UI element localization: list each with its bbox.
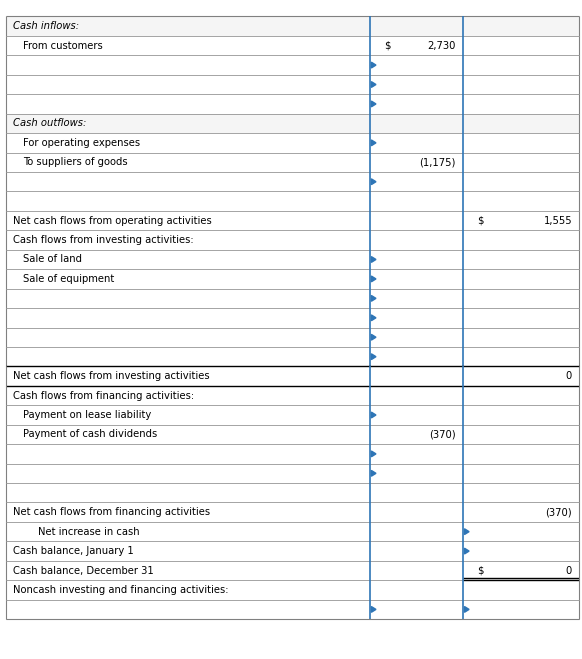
Polygon shape [371,276,376,282]
Polygon shape [371,354,376,360]
Text: Noncash investing and financing activities:: Noncash investing and financing activiti… [13,585,228,595]
Text: Sale of land: Sale of land [23,254,82,264]
Bar [6,36,579,55]
Text: Net cash flows from operating activities: Net cash flows from operating activities [13,215,211,225]
Text: From customers: From customers [23,41,103,51]
Bar [6,561,579,580]
Text: $: $ [477,565,484,575]
Polygon shape [371,179,376,185]
Bar [6,502,579,522]
Text: (1,175): (1,175) [419,158,456,167]
Polygon shape [371,140,376,146]
Polygon shape [464,529,469,534]
Bar [6,94,579,113]
Text: Cash balance, January 1: Cash balance, January 1 [13,546,133,556]
Text: (370): (370) [429,430,456,440]
Bar [6,444,579,464]
Text: Cash flows from financing activities:: Cash flows from financing activities: [13,391,194,401]
Text: 0: 0 [566,371,572,381]
Text: Net cash flows from investing activities: Net cash flows from investing activities [13,371,210,381]
Text: (370): (370) [545,507,572,517]
Bar [6,405,579,424]
Polygon shape [371,412,376,418]
Text: To suppliers of goods: To suppliers of goods [23,158,128,167]
Bar [6,133,579,152]
Bar [6,580,579,600]
Bar [6,483,579,502]
Text: Sale of equipment: Sale of equipment [23,274,115,284]
Text: For operating expenses: For operating expenses [23,138,140,148]
Bar [6,75,579,94]
Bar [6,211,579,231]
Text: 1,555: 1,555 [544,215,572,225]
Bar [6,113,579,133]
Bar [6,542,579,561]
Polygon shape [371,62,376,68]
Text: Net increase in cash: Net increase in cash [38,527,140,536]
Polygon shape [371,101,376,107]
Bar [6,328,579,347]
Polygon shape [371,606,376,612]
Bar [6,366,579,386]
Bar [6,55,579,75]
Polygon shape [371,334,376,340]
Bar [6,308,579,328]
Bar [6,600,579,619]
Text: Cash balance, December 31: Cash balance, December 31 [13,565,154,575]
Text: Cash inflows:: Cash inflows: [13,21,79,31]
Bar [6,289,579,308]
Polygon shape [371,315,376,321]
Text: Payment of cash dividends: Payment of cash dividends [23,430,158,440]
Polygon shape [464,548,469,554]
Text: 0: 0 [566,565,572,575]
Bar [6,231,579,250]
Text: 2,730: 2,730 [427,41,456,51]
Bar [6,250,579,269]
Polygon shape [371,451,376,457]
Text: Cash outflows:: Cash outflows: [13,119,86,129]
Bar [6,424,579,444]
Bar [6,16,579,36]
Polygon shape [371,471,376,476]
Polygon shape [371,295,376,301]
Text: Net cash flows from financing activities: Net cash flows from financing activities [13,507,210,517]
Text: Cash flows from investing activities:: Cash flows from investing activities: [13,235,193,245]
Polygon shape [371,256,376,262]
Bar [6,347,579,366]
Bar [6,191,579,211]
Polygon shape [371,82,376,88]
Bar [6,269,579,289]
Bar [6,386,579,405]
Polygon shape [464,606,469,612]
Bar [6,172,579,191]
Text: $: $ [477,215,484,225]
Bar [6,464,579,483]
Text: Payment on lease liability: Payment on lease liability [23,410,151,420]
Bar [6,153,579,172]
Bar [6,522,579,541]
Text: $: $ [384,41,391,51]
